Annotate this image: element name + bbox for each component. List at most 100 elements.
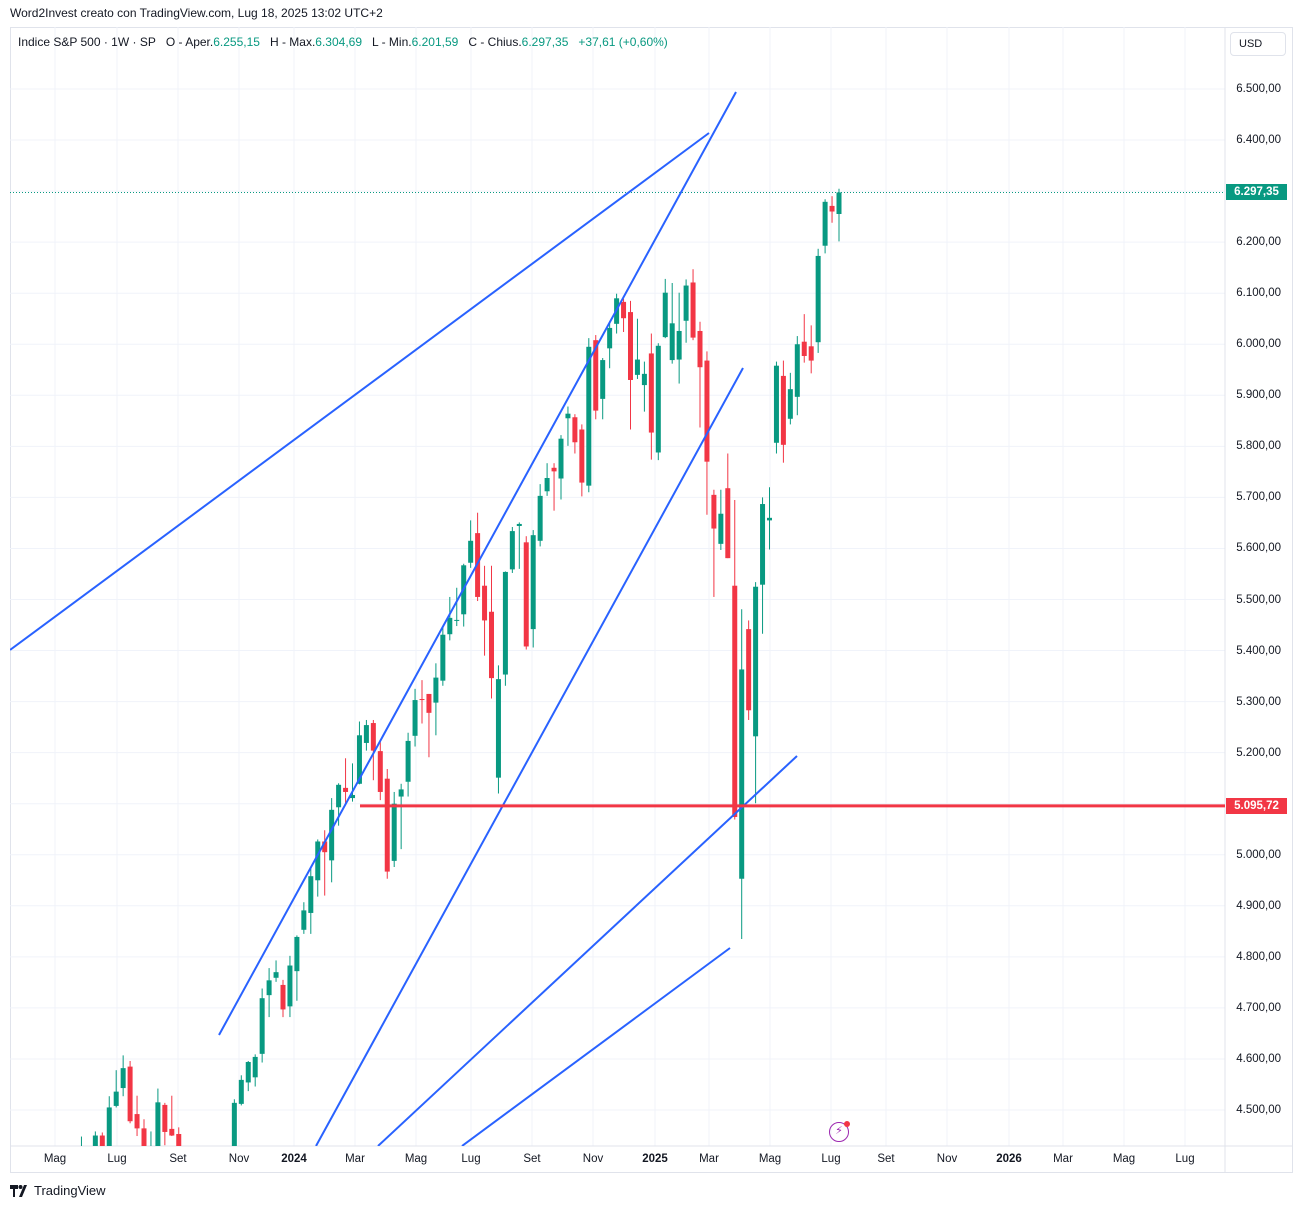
candle[interactable] <box>767 487 772 550</box>
candle[interactable] <box>329 798 335 883</box>
candle[interactable] <box>363 719 369 751</box>
candle[interactable] <box>516 522 522 569</box>
candle[interactable] <box>746 620 752 720</box>
candle[interactable] <box>350 763 355 802</box>
candle[interactable] <box>697 321 703 428</box>
candle[interactable] <box>252 1054 258 1087</box>
candle[interactable] <box>134 1095 140 1137</box>
candle[interactable] <box>718 489 724 550</box>
candle[interactable] <box>169 1095 175 1137</box>
candle[interactable] <box>551 463 557 511</box>
candle[interactable] <box>808 325 814 374</box>
candle[interactable] <box>760 497 766 634</box>
candle[interactable] <box>308 867 314 934</box>
candle[interactable] <box>683 279 689 343</box>
candle[interactable] <box>412 688 418 747</box>
candle[interactable] <box>176 1127 182 1146</box>
candle[interactable] <box>711 489 717 597</box>
candle[interactable] <box>475 512 481 602</box>
candle[interactable] <box>732 499 738 820</box>
candle[interactable] <box>447 596 453 641</box>
candle[interactable] <box>669 282 675 364</box>
candle[interactable] <box>530 530 536 648</box>
candle[interactable] <box>572 414 578 454</box>
candle[interactable] <box>398 783 404 850</box>
candle[interactable] <box>106 1096 112 1146</box>
candle[interactable] <box>301 902 307 934</box>
candle[interactable] <box>495 665 501 794</box>
candle[interactable] <box>231 1099 237 1146</box>
lightning-icon[interactable]: ⚡ <box>829 1121 850 1142</box>
candle[interactable] <box>822 199 828 254</box>
candle[interactable] <box>502 571 508 686</box>
candle[interactable] <box>384 768 390 879</box>
candle[interactable] <box>405 732 411 797</box>
candle[interactable] <box>537 484 543 547</box>
candle[interactable] <box>676 292 682 384</box>
currency-button[interactable]: USD <box>1230 32 1286 56</box>
candle[interactable] <box>461 563 467 627</box>
candle[interactable] <box>162 1102 168 1146</box>
candle[interactable] <box>99 1132 105 1146</box>
candle[interactable] <box>343 758 349 806</box>
candle[interactable] <box>113 1070 119 1108</box>
candle[interactable] <box>655 343 661 461</box>
candle[interactable] <box>773 361 779 454</box>
candle[interactable] <box>836 188 842 242</box>
candle[interactable] <box>753 582 759 804</box>
candle[interactable] <box>621 298 627 332</box>
candle[interactable] <box>377 741 383 801</box>
candle[interactable] <box>433 663 439 736</box>
candle[interactable] <box>419 680 425 724</box>
candle[interactable] <box>356 721 362 785</box>
candle[interactable] <box>489 565 494 699</box>
candle[interactable] <box>454 587 460 627</box>
candle[interactable] <box>579 424 585 497</box>
candle[interactable] <box>662 278 668 339</box>
candle[interactable] <box>370 719 376 781</box>
candle[interactable] <box>273 960 279 982</box>
candle[interactable] <box>259 988 265 1063</box>
candle[interactable] <box>586 338 592 493</box>
candle[interactable] <box>141 1119 147 1146</box>
candle[interactable] <box>829 196 835 223</box>
candle[interactable] <box>523 536 529 650</box>
candle[interactable] <box>648 333 654 460</box>
symbol-name[interactable]: Indice S&P 500 · 1W · SP <box>18 35 156 49</box>
candle[interactable] <box>565 406 571 446</box>
candle[interactable] <box>690 269 696 341</box>
candle[interactable] <box>558 435 564 500</box>
candle[interactable] <box>482 565 488 656</box>
candle[interactable] <box>787 372 793 425</box>
tradingview-logo[interactable]: TradingView <box>10 1183 106 1198</box>
candle[interactable] <box>634 318 640 379</box>
candle[interactable] <box>120 1055 126 1097</box>
candle-body <box>350 795 355 799</box>
candle[interactable] <box>266 968 272 1018</box>
candle[interactable] <box>509 527 515 573</box>
candle[interactable] <box>600 358 606 420</box>
candle[interactable] <box>815 248 821 353</box>
candle[interactable] <box>426 693 432 758</box>
candle[interactable] <box>628 300 633 430</box>
candle[interactable] <box>794 336 800 416</box>
candle[interactable] <box>641 361 647 412</box>
candle[interactable] <box>280 979 286 1018</box>
candle[interactable] <box>287 955 293 1018</box>
candle[interactable] <box>801 314 807 363</box>
candle[interactable] <box>440 626 446 686</box>
candle[interactable] <box>127 1060 133 1124</box>
candle[interactable] <box>315 839 321 897</box>
candle[interactable] <box>544 463 550 496</box>
candle[interactable] <box>607 321 613 369</box>
candle[interactable] <box>725 453 731 559</box>
candle[interactable] <box>92 1131 98 1146</box>
candle[interactable] <box>238 1075 244 1106</box>
candle[interactable] <box>155 1088 161 1146</box>
candle[interactable] <box>468 520 474 568</box>
candle[interactable] <box>294 935 300 1001</box>
candle[interactable] <box>739 609 745 939</box>
candle[interactable] <box>245 1060 251 1092</box>
candle[interactable] <box>780 360 786 463</box>
